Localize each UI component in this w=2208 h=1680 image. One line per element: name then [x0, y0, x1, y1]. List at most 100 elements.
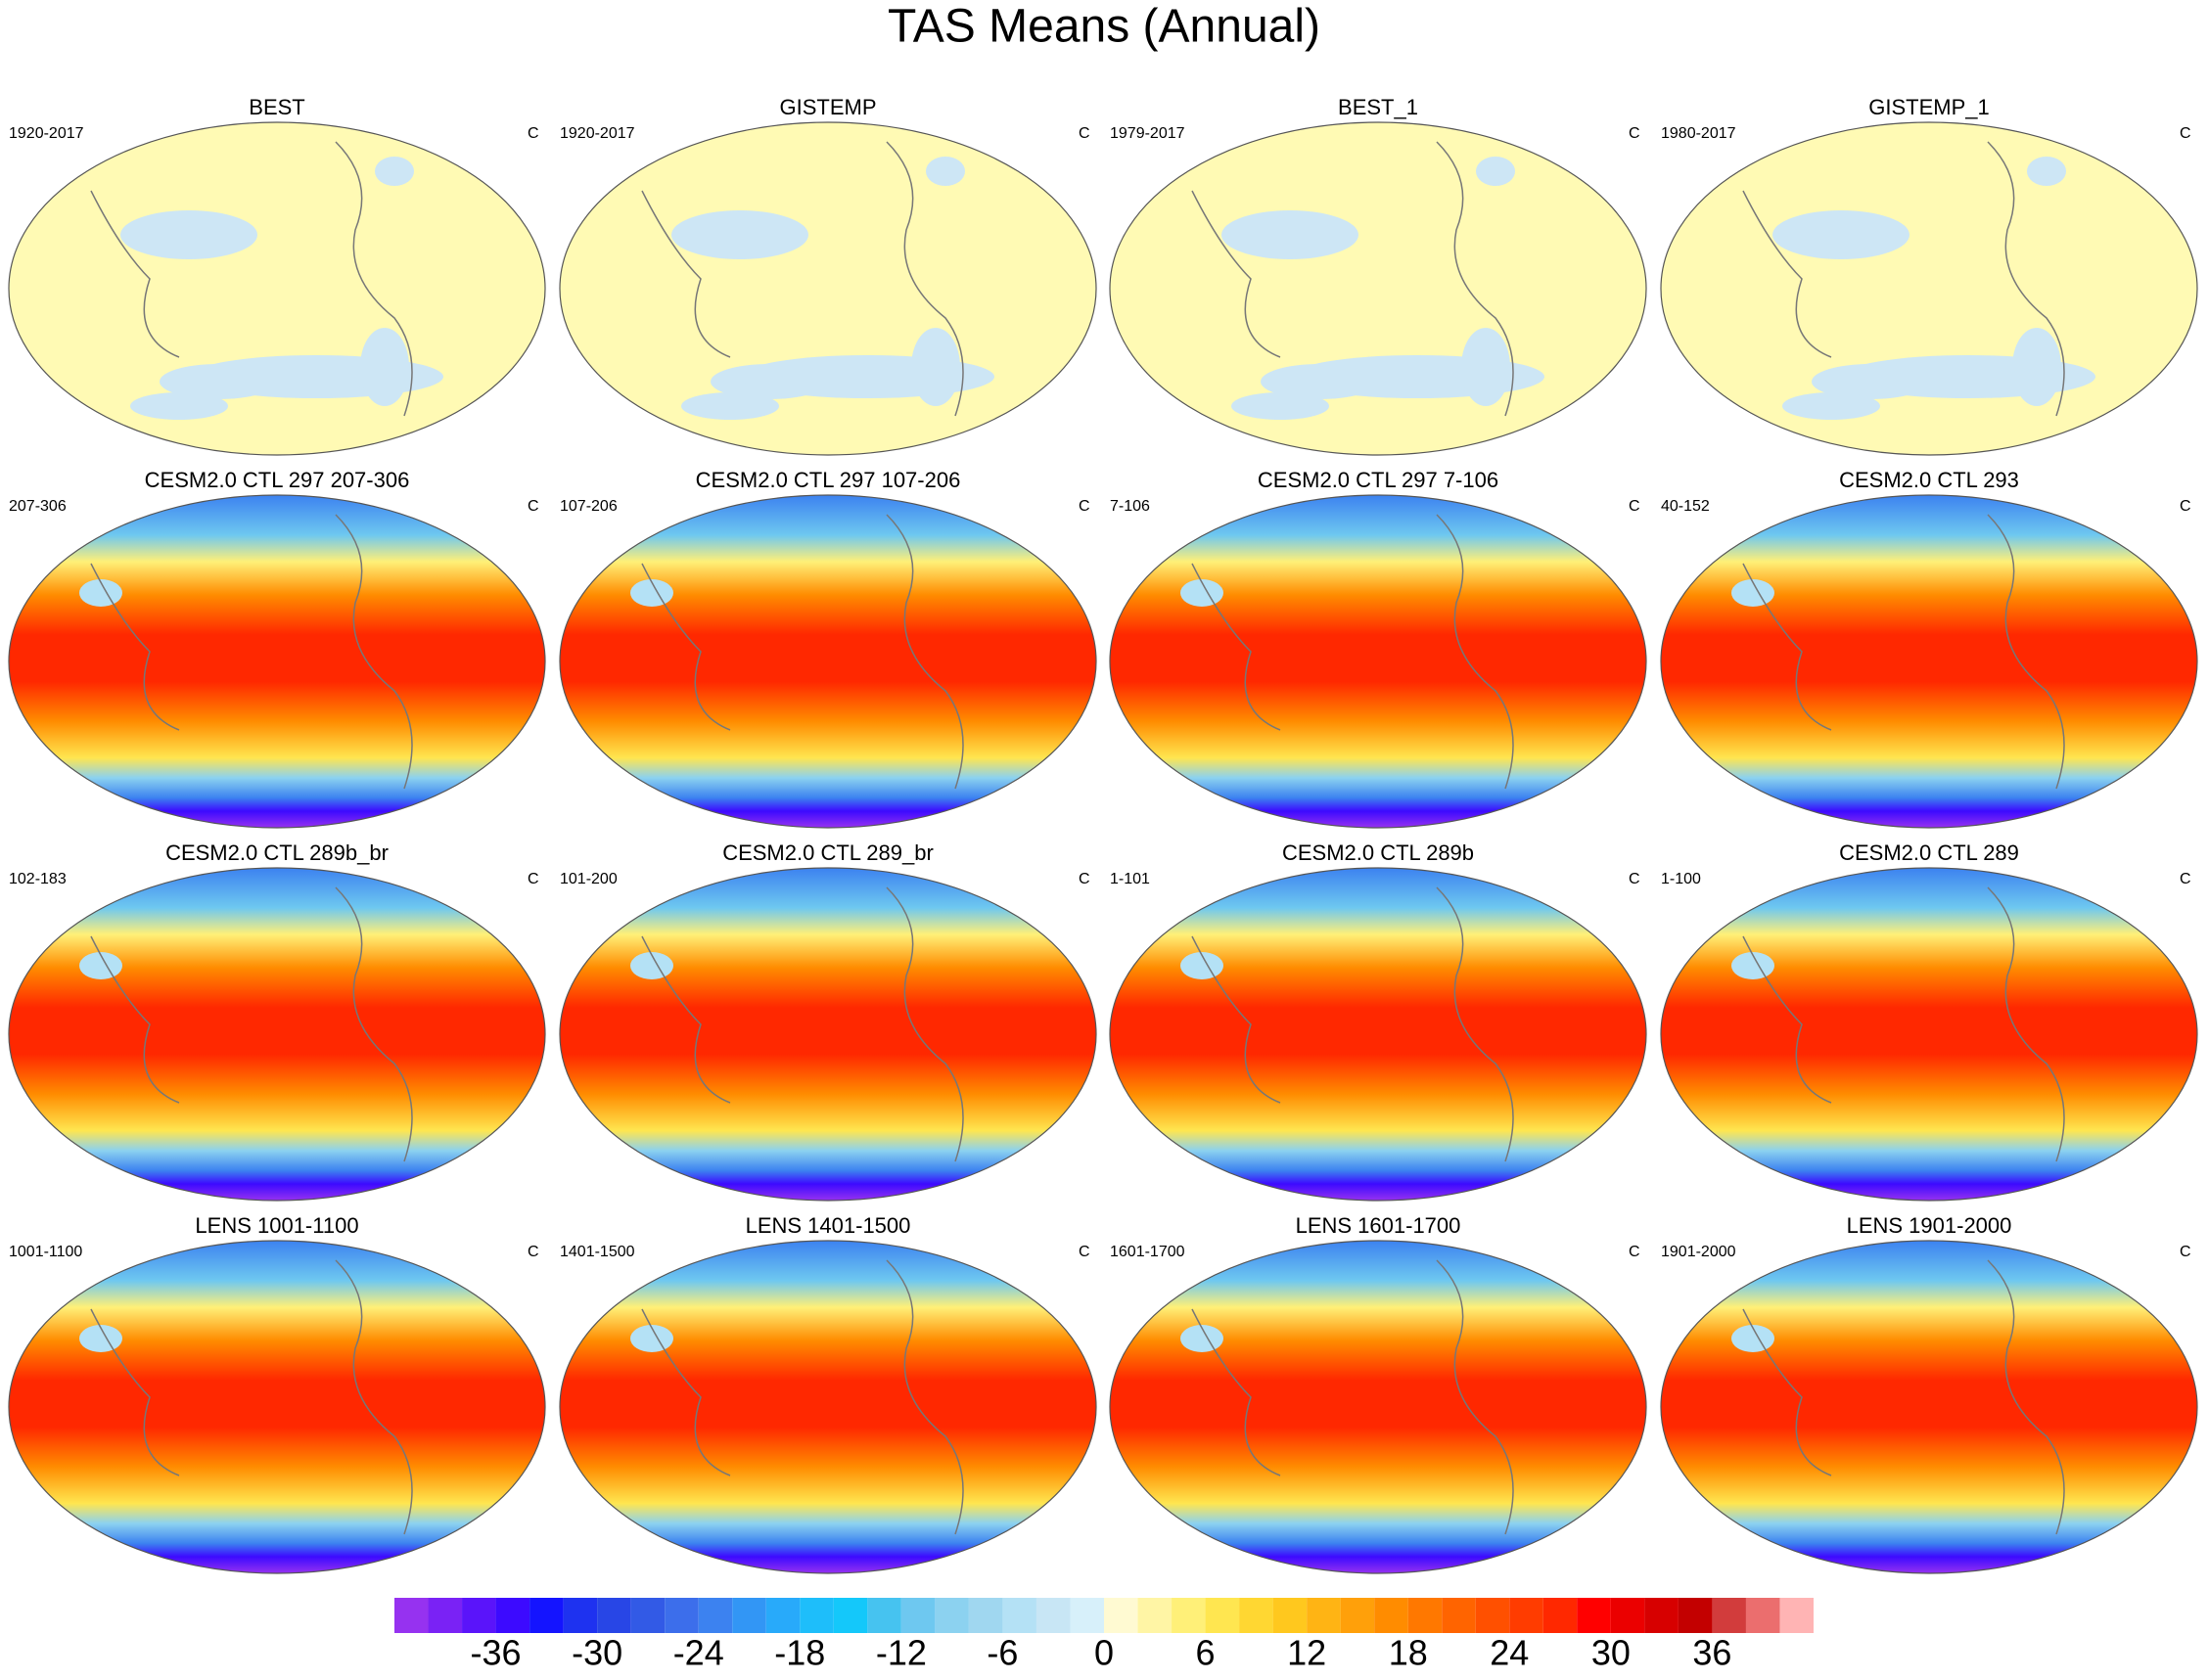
colorbar-box [867, 1598, 901, 1633]
panel-right-label: C [1079, 1244, 1090, 1260]
map [8, 494, 546, 829]
colorbar-box [1104, 1598, 1138, 1633]
colorbar-box [1610, 1598, 1645, 1633]
colorbar-box [1779, 1598, 1814, 1633]
panel-left-label: 1601-1700 [1110, 1244, 1185, 1260]
colorbar-box [495, 1598, 530, 1633]
panel-left-label: 7-106 [1110, 498, 1150, 515]
map-region [120, 210, 257, 259]
map [559, 121, 1097, 456]
coastline [1191, 886, 1514, 1162]
colorbar-box [732, 1598, 766, 1633]
colorbar-box [800, 1598, 834, 1633]
map-region [1231, 392, 1329, 420]
panel-title: LENS 1601-1700 [1296, 1213, 1461, 1238]
map-background [1109, 121, 1647, 456]
colorbar-box [1374, 1598, 1408, 1633]
map [559, 867, 1097, 1202]
panel-left-label: 1980-2017 [1661, 125, 1736, 142]
panel-left-label: 107-206 [560, 498, 618, 515]
colorbar-box [1239, 1598, 1273, 1633]
panel-right-label: C [1629, 125, 1640, 142]
panel-right-label: C [1629, 871, 1640, 887]
colorbar-box [833, 1598, 868, 1633]
panel-left-label: 1920-2017 [560, 125, 635, 142]
map-region [671, 210, 808, 259]
map-background [8, 1240, 546, 1574]
map-background [559, 867, 1097, 1202]
coastline [1191, 514, 1514, 790]
colorbar-box [1035, 1598, 1071, 1633]
map-region [926, 157, 965, 186]
map [1660, 494, 2198, 829]
map-background [1109, 1240, 1647, 1574]
map-background [559, 1240, 1097, 1574]
map [1660, 121, 2198, 456]
panel-right-label: C [528, 1244, 539, 1260]
coastline [90, 514, 413, 790]
panel-right-label: C [1629, 1244, 1640, 1260]
colorbar-box [597, 1598, 631, 1633]
colorbar-tick-label: 12 [1287, 1633, 1326, 1673]
map-background [8, 867, 546, 1202]
colorbar-box [563, 1598, 598, 1633]
colorbar-box [1070, 1598, 1104, 1633]
colorbar-box [630, 1598, 666, 1633]
colorbar-box [1678, 1598, 1713, 1633]
panel-title: CESM2.0 CTL 293 [1839, 468, 2019, 492]
colorbar-box [1307, 1598, 1341, 1633]
colorbar-box [1542, 1598, 1578, 1633]
panel-title: BEST [249, 95, 304, 119]
colorbar-box [1745, 1598, 1780, 1633]
map [559, 494, 1097, 829]
panel-title: LENS 1901-2000 [1847, 1213, 2012, 1238]
map-background [559, 494, 1097, 829]
panel-left-label: 1901-2000 [1661, 1244, 1736, 1260]
coastline [641, 514, 964, 790]
panel-title: CESM2.0 CTL 297 107-206 [696, 468, 961, 492]
panel-left-label: 1401-1500 [560, 1244, 635, 1260]
coastline [90, 141, 413, 417]
panel-left-label: 1-100 [1661, 871, 1701, 887]
panel-title: CESM2.0 CTL 289 [1839, 840, 2019, 865]
coastline [641, 141, 964, 417]
map-region [360, 328, 409, 406]
panel-right-label: C [2180, 125, 2191, 142]
panel-right-label: C [1629, 498, 1640, 515]
colorbar-box [665, 1598, 699, 1633]
panel-title: BEST_1 [1338, 95, 1418, 119]
colorbar-tick-label: -6 [987, 1633, 1018, 1673]
map-region [911, 328, 960, 406]
colorbar-box [394, 1598, 429, 1633]
map [1660, 1240, 2198, 1574]
colorbar-box [1002, 1598, 1036, 1633]
panel-left-label: 1920-2017 [9, 125, 84, 142]
panel-right-label: C [2180, 498, 2191, 515]
panel-right-label: C [528, 871, 539, 887]
map [1109, 121, 1647, 456]
panel-right-label: C [528, 125, 539, 142]
colorbar-box [1475, 1598, 1510, 1633]
colorbar-box [462, 1598, 496, 1633]
map-background [8, 494, 546, 829]
colorbar-box [1172, 1598, 1206, 1633]
colorbar-tick-label: -18 [774, 1633, 825, 1673]
colorbar-box [1407, 1598, 1443, 1633]
panel-title: LENS 1001-1100 [195, 1213, 358, 1238]
map-background [1109, 867, 1647, 1202]
panel-left-label: 207-306 [9, 498, 67, 515]
coastline [1742, 1259, 2065, 1535]
panel-right-label: C [528, 498, 539, 515]
map [8, 1240, 546, 1574]
colorbar-tick-label: 24 [1490, 1633, 1529, 1673]
map-region [1461, 328, 1510, 406]
colorbar-box [935, 1598, 969, 1633]
colorbar-box [1205, 1598, 1240, 1633]
coastline [1742, 141, 2065, 417]
map-background [1660, 121, 2198, 456]
map-background [1660, 1240, 2198, 1574]
coastline [90, 1259, 413, 1535]
panel-left-label: 1-101 [1110, 871, 1150, 887]
map-region [681, 392, 779, 420]
colorbar-box [1644, 1598, 1679, 1633]
